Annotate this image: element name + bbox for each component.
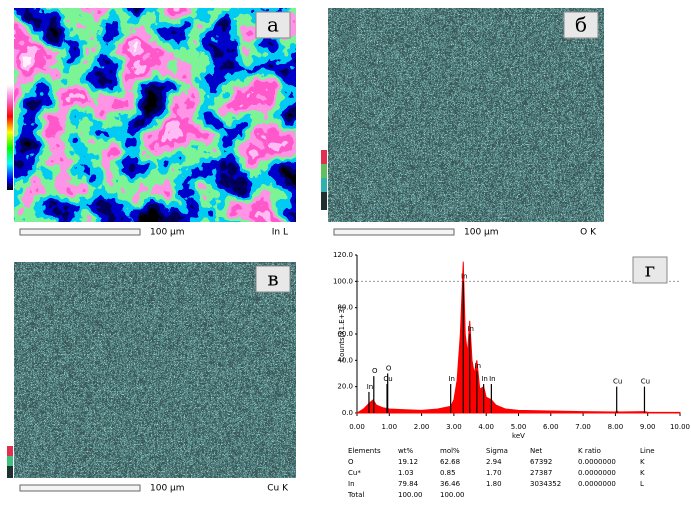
table-cell: 1.70 xyxy=(486,469,502,477)
table-cell: 0.0000000 xyxy=(578,480,616,488)
y-tick-label: 100.0 xyxy=(333,277,353,285)
table-cell: 62.68 xyxy=(440,458,460,466)
table-header: K ratio xyxy=(578,447,601,455)
peak-label: O xyxy=(386,365,392,373)
y-tick-label: 120.0 xyxy=(333,251,353,259)
result-table: Elements wt% mol% Sigma Net K ratio Line O 19.12… xyxy=(347,447,655,499)
table-cell: 1.03 xyxy=(398,469,414,477)
table-cell: 19.12 xyxy=(398,458,418,466)
scale-bar xyxy=(334,229,454,235)
x-tick-label: 0.00 xyxy=(349,423,365,431)
x-tick-label: 10.00 xyxy=(670,423,690,431)
table-header: mol% xyxy=(440,447,460,455)
peak-label: In xyxy=(367,383,374,391)
x-tick-label: 5.00 xyxy=(511,423,527,431)
x-tick-label: 8.00 xyxy=(608,423,624,431)
scale-label: 100 µm xyxy=(464,228,499,238)
table-cell: 0.85 xyxy=(440,469,456,477)
scale-label: 100 µm xyxy=(150,228,185,238)
element-label: In L xyxy=(272,228,288,238)
figure: a100 µmIn Lб100 µmO Kв100 µmCu K 0.020.0… xyxy=(0,0,691,511)
table-cell: 1.80 xyxy=(486,480,502,488)
table-cell: K xyxy=(640,469,645,477)
table-cell: Total xyxy=(347,491,364,499)
table-cell: 67392 xyxy=(530,458,552,466)
x-tick-label: 3.00 xyxy=(446,423,462,431)
table-cell: 100.00 xyxy=(398,491,423,499)
table-cell: 0.0000000 xyxy=(578,469,616,477)
table-cell: Cu* xyxy=(348,469,361,477)
y-tick-label: 20.0 xyxy=(337,383,353,391)
table-header: Line xyxy=(640,447,655,455)
table-cell: L xyxy=(640,480,644,488)
table-header: Net xyxy=(530,447,543,455)
table-cell: 100.00 xyxy=(440,491,465,499)
x-tick-label: 2.00 xyxy=(414,423,430,431)
color-bar xyxy=(321,150,327,210)
table-cell: 0.0000000 xyxy=(578,458,616,466)
panel-letter: в xyxy=(267,267,278,291)
peak-label: In xyxy=(448,375,455,383)
peak-label: In xyxy=(475,362,482,370)
table-header: Sigma xyxy=(486,447,508,455)
x-tick-label: 4.00 xyxy=(478,423,494,431)
peak-label: In xyxy=(481,375,488,383)
peak-label: In xyxy=(461,272,468,280)
x-axis-label: keV xyxy=(512,432,525,440)
x-tick-label: 1.00 xyxy=(382,423,398,431)
table-cell: 2.94 xyxy=(486,458,502,466)
color-bar xyxy=(7,446,13,478)
table-cell: In xyxy=(348,480,355,488)
x-tick-label: 6.00 xyxy=(543,423,559,431)
map-image xyxy=(14,262,296,478)
panel-letter: г xyxy=(645,258,655,282)
table-cell: 79.84 xyxy=(398,480,419,488)
color-bar xyxy=(7,85,13,190)
table-cell: 36.46 xyxy=(440,480,461,488)
peak-label: Cu xyxy=(641,378,650,386)
peak-label: In xyxy=(467,325,474,333)
panel-letter: б xyxy=(575,13,587,37)
table-header: Elements xyxy=(348,447,381,455)
element-label: O K xyxy=(580,228,597,238)
table-cell: K xyxy=(640,458,645,466)
map-image xyxy=(328,8,604,222)
y-axis-label: Counts[x1.E+3] xyxy=(338,306,346,362)
y-tick-label: 0.0 xyxy=(342,409,353,417)
element-label: Cu K xyxy=(267,484,289,494)
table-cell: 3034352 xyxy=(530,480,561,488)
peak-label: O xyxy=(372,367,378,375)
scale-bar xyxy=(20,229,140,235)
table-cell: O xyxy=(348,458,354,466)
table-header: wt% xyxy=(398,447,413,455)
panel-letter: a xyxy=(267,13,279,37)
x-tick-label: 9.00 xyxy=(640,423,656,431)
map-image xyxy=(14,8,296,222)
x-tick-label: 7.00 xyxy=(575,423,591,431)
peak-label: In xyxy=(489,375,496,383)
spectrum-area xyxy=(357,262,680,413)
peak-label: Cu xyxy=(613,378,622,386)
table-cell: 27387 xyxy=(530,469,552,477)
scale-label: 100 µm xyxy=(150,484,185,494)
scale-bar xyxy=(20,485,140,491)
